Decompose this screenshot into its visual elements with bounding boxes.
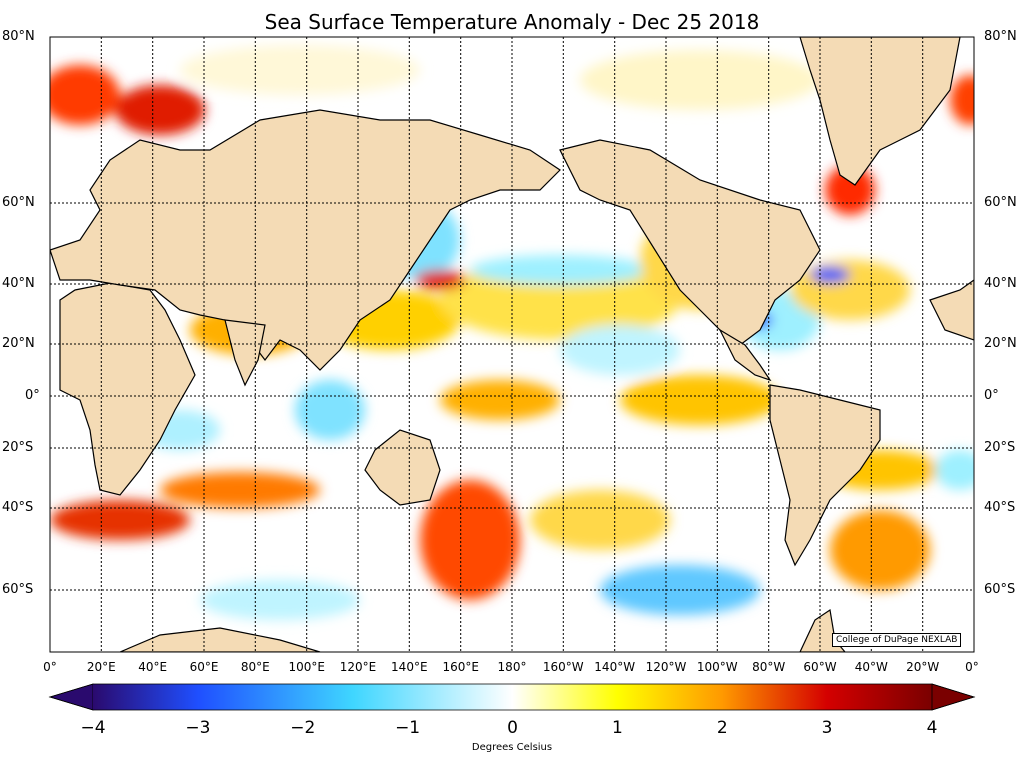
lon-label: 160°E	[442, 660, 479, 674]
lon-label: 60°E	[189, 660, 219, 674]
lon-label: 20°E	[86, 660, 116, 674]
colorbar	[48, 683, 976, 711]
lat-label-right: 40°S	[984, 500, 1016, 515]
lon-label: 180°	[497, 660, 527, 674]
lat-label-left: 60°S	[2, 582, 34, 597]
lon-label: 120°W	[645, 660, 687, 674]
colorbar-tick: −4	[80, 718, 106, 738]
colorbar-min-arrow	[48, 683, 94, 711]
lat-label-right: 20°S	[984, 440, 1016, 455]
lat-label-left: 20°S	[2, 440, 34, 455]
lat-label-left: 40°S	[2, 500, 34, 515]
north-america	[559, 139, 821, 346]
graticule	[50, 37, 974, 652]
lat-label-left: 20°N	[2, 336, 35, 351]
lon-label: 40°W	[854, 660, 888, 674]
lat-label-right: 0°	[984, 388, 999, 403]
lat-label-left: 40°N	[2, 276, 35, 291]
lon-label: 60°W	[803, 660, 837, 674]
lon-label: 160°W	[542, 660, 584, 674]
lat-label-left: 0°	[25, 388, 40, 403]
lon-label: 100°E	[288, 660, 325, 674]
colorbar-tick: −1	[395, 718, 421, 738]
lon-label: 140°W	[594, 660, 636, 674]
south-america	[769, 384, 881, 567]
lat-label-right: 60°N	[984, 195, 1017, 210]
lon-label: 40°E	[138, 660, 168, 674]
lon-label: 0°	[965, 660, 979, 674]
lon-label: 100°W	[696, 660, 738, 674]
land-masses	[50, 37, 974, 652]
colorbar-max-arrow	[931, 683, 976, 711]
colorbar-tick: −3	[185, 718, 211, 738]
eurasia	[50, 109, 561, 371]
lat-label-left: 80°N	[2, 29, 35, 44]
colorbar-tick: 3	[821, 718, 833, 738]
colorbar-outline	[48, 683, 976, 711]
lon-label: 0°	[43, 660, 57, 674]
lon-label: 80°E	[240, 660, 270, 674]
map-title: Sea Surface Temperature Anomaly - Dec 25…	[264, 10, 760, 34]
lat-label-right: 80°N	[984, 29, 1017, 44]
iberia-west	[929, 279, 974, 341]
lat-label-left: 60°N	[2, 195, 35, 210]
colorbar-tick: 1	[611, 718, 623, 738]
lon-label: 80°W	[752, 660, 786, 674]
greenland	[799, 37, 961, 186]
colorbar-ramp	[93, 684, 932, 710]
australia	[364, 429, 441, 506]
india	[224, 319, 266, 387]
colorbar-tick: 4	[926, 718, 938, 738]
lon-label: 140°E	[391, 660, 428, 674]
lat-label-right: 60°S	[984, 582, 1016, 597]
lat-label-right: 20°N	[984, 336, 1017, 351]
colorbar-tick: 2	[716, 718, 728, 738]
lon-label: 120°E	[339, 660, 377, 674]
lat-label-right: 40°N	[984, 276, 1017, 291]
map-frame	[49, 36, 975, 653]
map-area	[50, 37, 974, 652]
lon-label: 20°W	[906, 660, 940, 674]
colorbar-title: Degrees Celsius	[471, 742, 553, 753]
antarctica	[119, 627, 321, 652]
central-america	[718, 328, 772, 382]
colorbar-tick: 0	[507, 718, 518, 738]
colorbar-tick: −2	[290, 718, 316, 738]
credit-box: College of DuPage NEXLAB	[832, 633, 962, 647]
